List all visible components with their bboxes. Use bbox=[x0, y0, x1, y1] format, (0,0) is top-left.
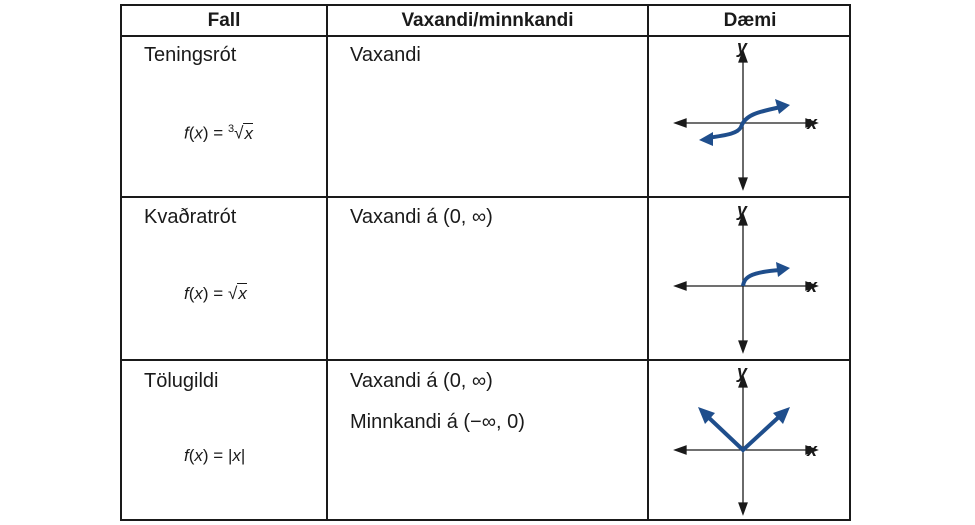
radical-arg: x bbox=[238, 284, 247, 303]
abs-arg: x bbox=[232, 446, 241, 465]
arrow-head-icon bbox=[773, 407, 790, 424]
behavior-increasing: Vaxandi á (0, ∞) bbox=[350, 370, 493, 392]
x-axis-label: x bbox=[806, 113, 818, 133]
axes bbox=[673, 212, 819, 354]
formula-x: x bbox=[194, 123, 203, 143]
behavior-decreasing: Minnkandi á (−∞, 0) bbox=[350, 411, 525, 433]
formula-eq: = bbox=[213, 284, 224, 303]
row-divider bbox=[122, 196, 849, 198]
formula-f: f bbox=[184, 284, 189, 303]
radical-arg: x bbox=[244, 123, 253, 143]
graph-square-root: y x bbox=[673, 200, 819, 354]
function-behavior-table: Fall Vaxandi/minnkandi Dæmi Teningsrót f… bbox=[120, 4, 851, 521]
radical-index: 3 bbox=[227, 123, 235, 135]
formula-square-root: f(x) = √x bbox=[184, 283, 247, 303]
formula-x: x bbox=[194, 284, 203, 303]
curve-absolute-value bbox=[705, 413, 783, 453]
formula-cube-root: f(x) = 3√x bbox=[184, 122, 253, 143]
arrow-head-icon bbox=[698, 407, 715, 424]
y-axis-label: y bbox=[736, 362, 748, 382]
abs-bar-left: | bbox=[227, 446, 233, 465]
graph-absolute-value: y x bbox=[673, 362, 819, 516]
axes bbox=[673, 49, 819, 191]
header-behavior: Vaxandi/minnkandi bbox=[401, 10, 574, 31]
column-divider bbox=[647, 6, 649, 519]
graph-cube-root: y x bbox=[673, 37, 819, 191]
formula-eq: = bbox=[213, 123, 224, 143]
function-name-square-root: Kvaðratrót bbox=[144, 206, 237, 228]
formula-eq: = bbox=[213, 446, 224, 465]
behavior-cube-root: Vaxandi bbox=[350, 44, 421, 66]
radical-sign-icon: √ bbox=[234, 123, 244, 143]
header-example: Dæmi bbox=[723, 10, 777, 31]
behavior-square-root: Vaxandi á (0, ∞) bbox=[350, 206, 493, 228]
x-axis-label: x bbox=[806, 276, 818, 296]
axes bbox=[673, 374, 819, 516]
header-divider bbox=[122, 35, 849, 37]
curve-cube-root bbox=[706, 105, 782, 140]
header-function: Fall bbox=[207, 10, 241, 31]
formula-f: f bbox=[184, 123, 189, 143]
arrow-head-icon bbox=[776, 262, 790, 277]
formula-absolute-value: f(x) = |x| bbox=[184, 446, 246, 465]
y-axis-label: y bbox=[736, 37, 748, 57]
arrow-head-icon bbox=[699, 132, 713, 146]
formula-x: x bbox=[194, 446, 203, 465]
abs-bar-right: | bbox=[240, 446, 246, 465]
x-axis-label: x bbox=[806, 440, 818, 460]
radical-sign-icon: √ bbox=[227, 284, 238, 303]
formula-f: f bbox=[184, 446, 189, 465]
curve-square-root bbox=[741, 268, 782, 287]
function-name-cube-root: Teningsrót bbox=[144, 44, 237, 66]
column-divider bbox=[326, 6, 328, 519]
arrow-head-icon bbox=[775, 99, 790, 114]
y-axis-label: y bbox=[736, 200, 748, 220]
row-divider bbox=[122, 359, 849, 361]
function-name-absolute-value: Tölugildi bbox=[144, 370, 219, 392]
